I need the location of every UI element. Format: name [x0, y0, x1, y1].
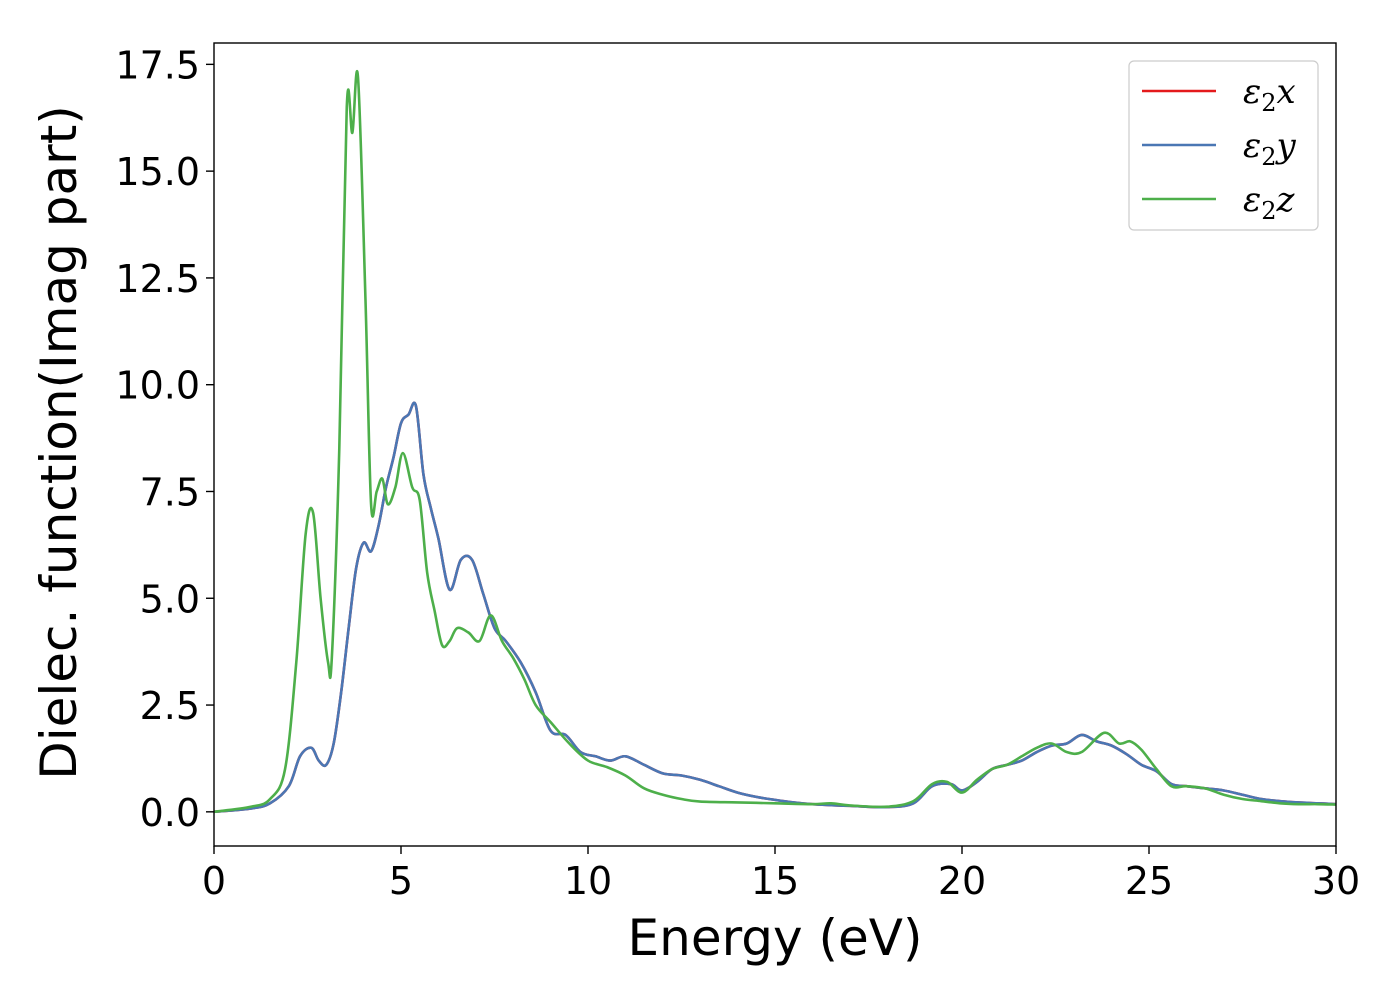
legend-symbol: ε: [1243, 72, 1261, 112]
y-tick-label: 17.5: [115, 43, 200, 87]
y-tick-label: 10.0: [115, 364, 200, 408]
y-axis-title: Dielec. function(Imag part): [30, 105, 88, 780]
legend-label-x: ε2x: [1243, 72, 1296, 117]
x-tick-label: 0: [202, 859, 226, 903]
x-tick-label: 30: [1312, 859, 1360, 903]
x-tick-label: 25: [1125, 859, 1173, 903]
x-tick-label: 15: [751, 859, 799, 903]
legend-component: x: [1277, 72, 1296, 112]
series-layer: [214, 70, 1336, 814]
legend-subscript: 2: [1261, 89, 1276, 117]
y-tick-label: 12.5: [115, 257, 200, 301]
legend-component: z: [1276, 180, 1296, 220]
legend-label-z: ε2z: [1243, 180, 1296, 225]
legend-box: [1128, 60, 1319, 231]
x-tick-label: 10: [564, 859, 612, 903]
series-line-z: [214, 70, 1336, 814]
y-tick-label: 2.5: [140, 684, 200, 728]
x-tick-label: 20: [938, 859, 986, 903]
legend-symbol: ε: [1243, 126, 1261, 166]
y-tick-label: 15.0: [115, 150, 200, 194]
legend-component: y: [1275, 126, 1297, 166]
y-tick-label: 7.5: [140, 470, 200, 514]
series-line-y: [214, 401, 1336, 814]
x-axis-ticks: 0 5 10 15 20 25 30: [202, 846, 1360, 903]
x-axis-title: Energy (eV): [628, 909, 923, 967]
legend-label-y: ε2y: [1243, 126, 1297, 171]
legend-symbol: ε: [1243, 180, 1261, 220]
y-tick-label: 0.0: [140, 791, 200, 835]
y-tick-label: 5.0: [140, 577, 200, 621]
x-tick-label: 5: [389, 859, 413, 903]
legend-subscript: 2: [1261, 197, 1276, 225]
legend-subscript: 2: [1261, 143, 1276, 171]
y-axis-ticks: 0.0 2.5 5.0 7.5 10.0 12.5 15.0 17.5: [115, 43, 214, 835]
